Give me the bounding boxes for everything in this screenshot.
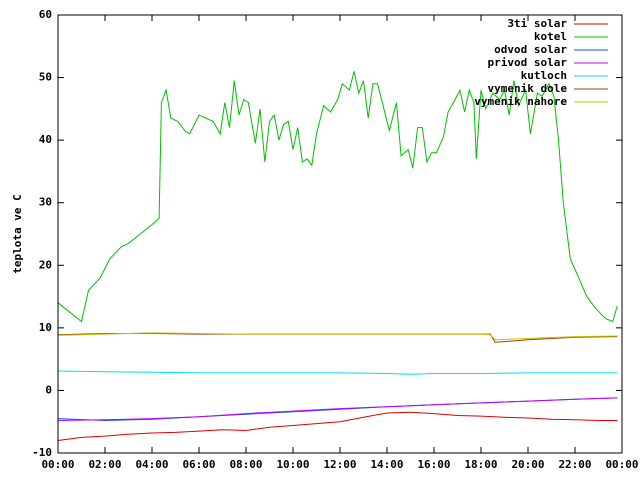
x-tick-label: 20:00 — [511, 458, 544, 471]
x-tick-label: 06:00 — [182, 458, 215, 471]
x-tick-label: 16:00 — [417, 458, 450, 471]
x-tick-label: 14:00 — [370, 458, 403, 471]
y-tick-label: 40 — [39, 133, 52, 146]
x-tick-label: 18:00 — [464, 458, 497, 471]
x-tick-label: 02:00 — [88, 458, 121, 471]
plot-frame — [57, 14, 623, 454]
series-line — [57, 411, 618, 441]
x-tick-label: 08:00 — [229, 458, 262, 471]
x-tick-label: 04:00 — [135, 458, 168, 471]
y-tick-label: -10 — [32, 446, 52, 459]
y-tick-label: 50 — [39, 71, 52, 84]
legend-label: 3ti solar — [507, 17, 567, 30]
y-tick-label: 60 — [39, 8, 52, 21]
legend-label: vymenik dole — [488, 82, 568, 95]
legend-label: vymenik nahore — [474, 95, 567, 108]
legend-label: privod solar — [488, 56, 568, 69]
legend-label: odvod solar — [494, 43, 567, 56]
x-tick-label: 12:00 — [323, 458, 356, 471]
x-tick-label: 00:00 — [605, 458, 638, 471]
y-tick-label: 30 — [39, 196, 52, 209]
x-tick-label: 22:00 — [558, 458, 591, 471]
y-axis-label: teplota ve C — [11, 194, 24, 273]
x-tick-label: 00:00 — [41, 458, 74, 471]
y-tick-label: 0 — [45, 383, 52, 396]
series-line — [57, 71, 618, 323]
y-tick-label: 10 — [39, 321, 52, 334]
series-line — [57, 397, 618, 421]
series-line — [57, 370, 618, 375]
legend-label: kotel — [534, 30, 567, 43]
legend-label: kutloch — [521, 69, 567, 82]
y-tick-label: 20 — [39, 258, 52, 271]
x-tick-label: 10:00 — [276, 458, 309, 471]
series-line — [57, 332, 618, 341]
